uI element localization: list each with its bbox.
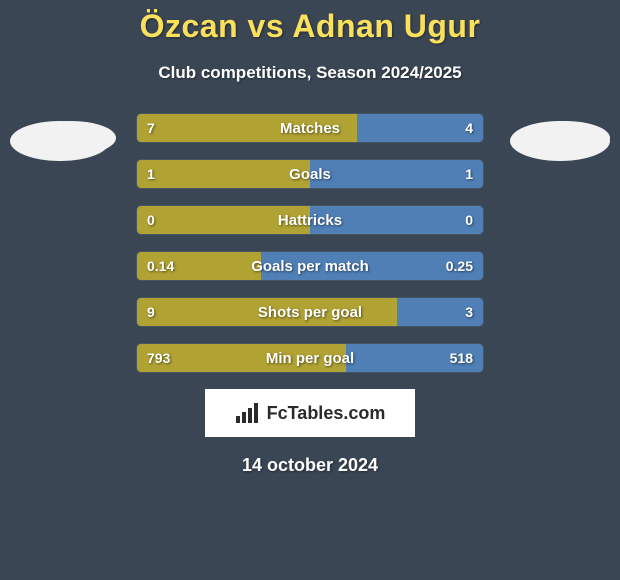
stat-label: Min per goal bbox=[137, 344, 483, 372]
brand-text: FcTables.com bbox=[267, 403, 386, 424]
stat-row: 93Shots per goal bbox=[136, 297, 484, 327]
stat-row: 0.140.25Goals per match bbox=[136, 251, 484, 281]
brand-bars-icon bbox=[235, 402, 261, 424]
stat-row: 00Hattricks bbox=[136, 205, 484, 235]
stat-row: 793518Min per goal bbox=[136, 343, 484, 373]
stat-label: Goals bbox=[137, 160, 483, 188]
stat-bars: 74Matches 11Goals 00Hattricks 0.140.25Goals… bbox=[136, 113, 484, 373]
stat-row: 74Matches bbox=[136, 113, 484, 143]
stat-label: Shots per goal bbox=[137, 298, 483, 326]
player-right-avatar-2 bbox=[520, 121, 610, 155]
page-title: Özcan vs Adnan Ugur bbox=[0, 0, 620, 45]
stat-label: Hattricks bbox=[137, 206, 483, 234]
subtitle: Club competitions, Season 2024/2025 bbox=[0, 63, 620, 83]
stat-row: 11Goals bbox=[136, 159, 484, 189]
stat-label: Matches bbox=[137, 114, 483, 142]
player-left-avatar-2 bbox=[26, 121, 116, 155]
stat-label: Goals per match bbox=[137, 252, 483, 280]
comparison-arena: 74Matches 11Goals 00Hattricks 0.140.25Goals… bbox=[0, 113, 620, 373]
brand-badge: FcTables.com bbox=[205, 389, 415, 437]
generated-date: 14 october 2024 bbox=[0, 455, 620, 476]
